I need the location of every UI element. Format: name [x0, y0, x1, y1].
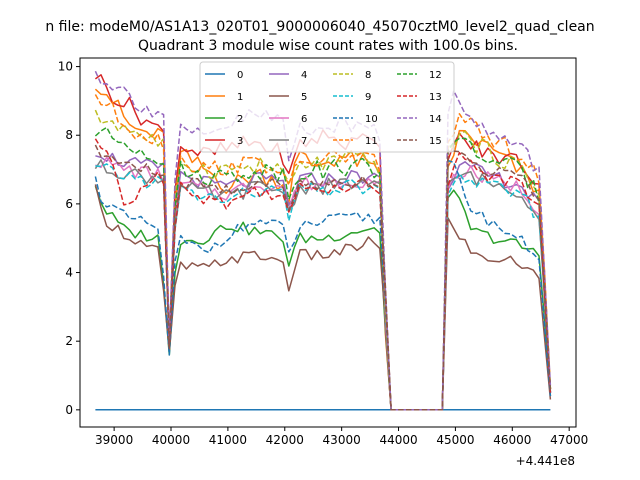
legend-label: 9	[365, 92, 371, 103]
chart-title: Quadrant 3 module wise count rates with …	[138, 38, 518, 54]
legend-label: 3	[237, 136, 243, 147]
legend-label: 10	[365, 114, 378, 125]
legend-label: 0	[237, 70, 243, 81]
legend-label: 14	[429, 114, 442, 125]
legend-label: 13	[429, 92, 442, 103]
x-tick-label: 47000	[550, 433, 588, 447]
legend-label: 11	[365, 136, 378, 147]
y-tick-label: 8	[65, 128, 73, 142]
legend-label: 7	[301, 136, 307, 147]
x-tick-label: 39000	[95, 433, 133, 447]
y-tick-label: 4	[65, 266, 73, 280]
y-tick-label: 10	[58, 60, 73, 74]
x-tick-label: 40000	[152, 433, 190, 447]
legend-label: 2	[237, 114, 243, 125]
series-line-8	[94, 109, 552, 411]
axes-frame	[79, 57, 577, 428]
x-tick-label: 42000	[266, 433, 304, 447]
x-axis: 39000 40000 41000 42000 43000 44000 45000 46000…	[95, 427, 588, 447]
x-tick-label: 45000	[436, 433, 474, 447]
legend-label: 1	[237, 92, 243, 103]
legend-label: 8	[365, 70, 371, 81]
legend-label: 12	[429, 70, 442, 81]
legend-label: 4	[301, 70, 307, 81]
x-tick-label: 46000	[493, 433, 531, 447]
legend-box	[199, 61, 455, 153]
x-tick-label: 43000	[323, 433, 361, 447]
plot-area	[94, 70, 552, 411]
x-tick-label: 44000	[379, 433, 417, 447]
legend-label: 6	[301, 114, 307, 125]
y-tick-label: 2	[65, 334, 73, 348]
series-line-15	[94, 144, 552, 411]
y-tick-label: 0	[65, 403, 73, 417]
figure-suptitle: n file: modeM0/AS1A13_020T01_9000006040_…	[45, 19, 594, 35]
x-tick-label: 41000	[209, 433, 247, 447]
x-offset-text: +4.441e8	[516, 454, 575, 468]
legend-label: 5	[301, 92, 307, 103]
legend-label: 15	[429, 136, 442, 147]
y-tick-label: 6	[65, 197, 73, 211]
y-axis: 0 2 4 6 8 10	[58, 60, 80, 417]
